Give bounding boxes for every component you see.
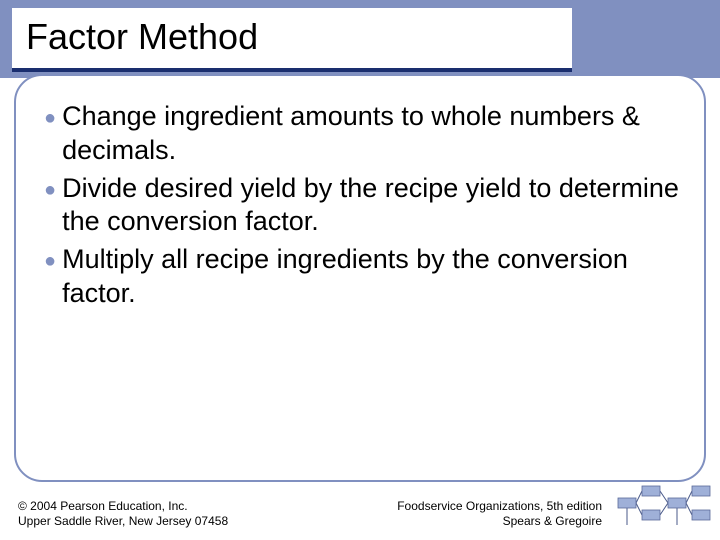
title-box: Factor Method — [12, 8, 572, 72]
bullet-item: ● Multiply all recipe ingredients by the… — [44, 243, 684, 311]
book-title-line: Foodservice Organizations, 5th edition — [397, 499, 602, 515]
address-line: Upper Saddle River, New Jersey 07458 — [18, 514, 228, 530]
footer-right: Foodservice Organizations, 5th edition S… — [397, 499, 602, 530]
slide-footer: © 2004 Pearson Education, Inc. Upper Sad… — [18, 499, 702, 530]
slide-header: Factor Method — [0, 0, 720, 78]
bullet-text: Change ingredient amounts to whole numbe… — [62, 100, 684, 168]
bullet-icon: ● — [44, 106, 56, 131]
bullet-item: ● Divide desired yield by the recipe yie… — [44, 172, 684, 240]
bullet-icon: ● — [44, 249, 56, 274]
bullet-icon: ● — [44, 178, 56, 203]
slide-content: ● Change ingredient amounts to whole num… — [44, 100, 684, 315]
copyright-line: © 2004 Pearson Education, Inc. — [18, 499, 228, 515]
flowchart-icon — [616, 480, 712, 532]
bullet-text: Divide desired yield by the recipe yield… — [62, 172, 684, 240]
footer-left: © 2004 Pearson Education, Inc. Upper Sad… — [18, 499, 228, 530]
bullet-text: Multiply all recipe ingredients by the c… — [62, 243, 684, 311]
authors-line: Spears & Gregoire — [397, 514, 602, 530]
bullet-item: ● Change ingredient amounts to whole num… — [44, 100, 684, 168]
slide-title: Factor Method — [26, 16, 558, 58]
